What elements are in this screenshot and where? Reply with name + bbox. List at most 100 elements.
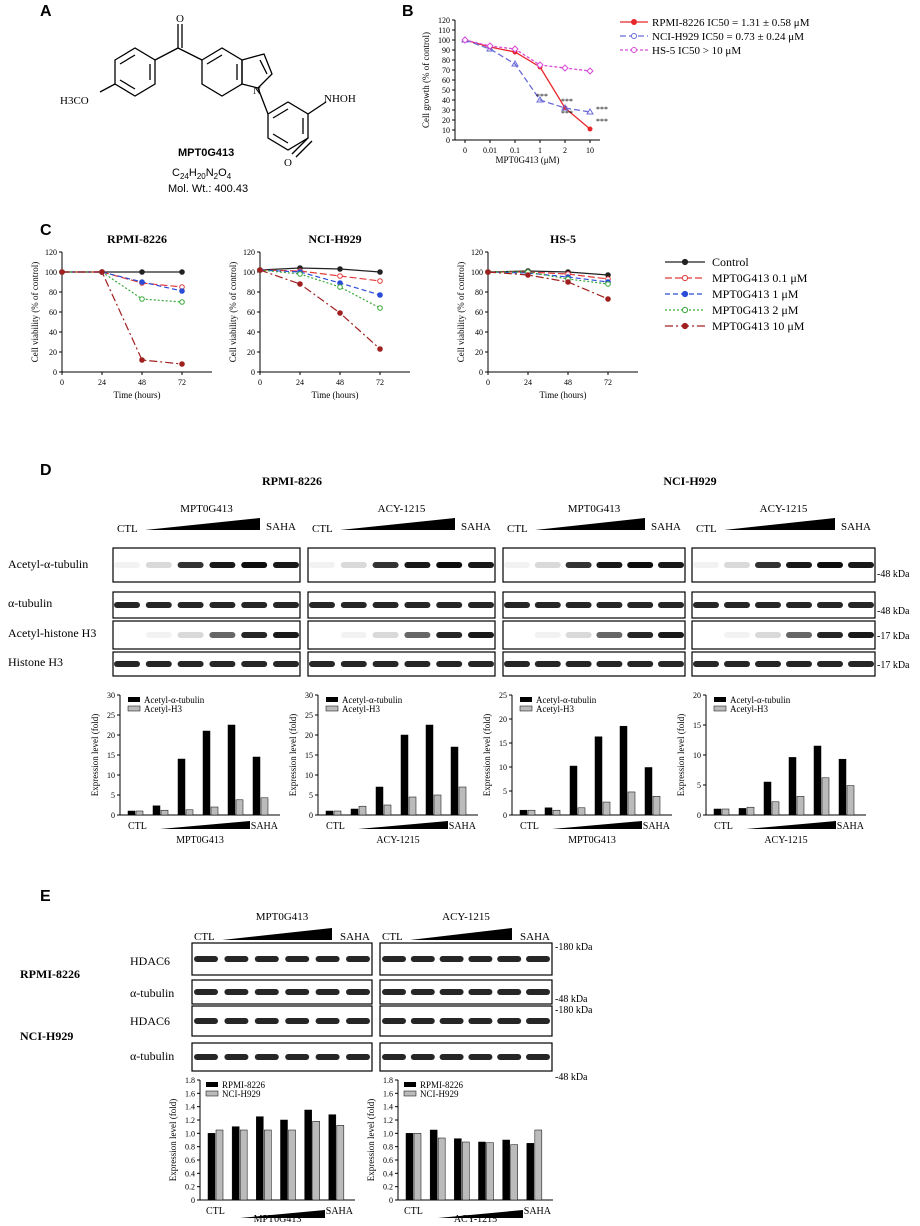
- d-kda-label: -17 kDa: [877, 660, 910, 671]
- d-blot-band: [504, 661, 530, 667]
- c-point: [179, 269, 185, 275]
- e-blot-band: [346, 989, 370, 995]
- d-bar: [425, 724, 434, 816]
- e-bar-legend-swatch: [205, 1090, 219, 1097]
- b-point: [561, 104, 569, 111]
- d-blot-band: [273, 562, 299, 568]
- d-blot-band: [596, 661, 623, 667]
- d-blot-band: [340, 661, 367, 667]
- e-bar-wedge: [240, 1210, 325, 1218]
- d-blot-frame: [502, 547, 686, 583]
- d-bar: [519, 809, 528, 816]
- d-blot-band: [658, 661, 684, 667]
- e-bar: [486, 1142, 494, 1201]
- d-blot-band: [755, 632, 781, 638]
- d-blot-band: [404, 602, 431, 608]
- d-blot-band: [436, 632, 463, 638]
- d-blot-band: [565, 602, 592, 608]
- c-xtick-label: 24: [296, 378, 304, 387]
- d-bar-ylabel: Expression level (fold): [90, 714, 100, 796]
- e-bar-ytick-label: 0: [389, 1196, 393, 1205]
- e-bar-xlabel: ACY-1215: [454, 1214, 497, 1225]
- c-legend-text: MPT0G413 10 μM: [712, 319, 805, 333]
- d-blot-band: [114, 562, 140, 568]
- d-bar: [458, 786, 467, 816]
- c-point: [179, 288, 185, 294]
- c-legend-marker: [681, 258, 689, 266]
- c-ytick-label: 0: [251, 368, 255, 377]
- d-row-label: α-tubulin: [8, 596, 52, 610]
- d-bar: [846, 785, 855, 816]
- d-row-label: Acetyl-histone H3: [8, 626, 96, 640]
- c-point: [377, 292, 383, 298]
- b-xtick-label: 2: [563, 146, 567, 155]
- e-bar-ytick-label: 0.4: [383, 1169, 393, 1178]
- e-blot-band: [315, 989, 340, 995]
- e-bar: [312, 1121, 320, 1201]
- e-blot-band: [497, 1054, 522, 1060]
- d-bar-saha: SAHA: [837, 821, 865, 832]
- c-ylabel: Cell viability (% of control): [30, 262, 40, 362]
- d-blot-band: [372, 562, 399, 568]
- d-blot-band: [177, 562, 204, 568]
- d-bar: [821, 777, 830, 816]
- e-bar-ytick-label: 0.2: [383, 1183, 393, 1192]
- e-blot-band: [285, 1054, 310, 1060]
- c-series-line: [62, 271, 183, 365]
- d-saha-label: SAHA: [651, 521, 681, 533]
- e-bar-saha: SAHA: [524, 1206, 552, 1217]
- d-bar-legend-text: Acetyl-H3: [144, 704, 182, 714]
- c-point: [337, 284, 343, 290]
- d-ctl-label: CTL: [696, 523, 717, 535]
- d-bar-legend-swatch: [713, 705, 727, 712]
- b-series-line: [464, 39, 591, 130]
- e-bar: [215, 1129, 224, 1201]
- b-point: [536, 61, 544, 69]
- c-ytick-label: 80: [475, 288, 483, 297]
- e-bar: [454, 1138, 462, 1201]
- e-blot-frame: [379, 979, 553, 1005]
- d-bar: [788, 757, 797, 816]
- c-chart-title: HS-5: [550, 232, 576, 246]
- panel-letter-a: A: [40, 3, 52, 20]
- d-bar: [771, 801, 780, 816]
- b-point: [486, 42, 494, 50]
- c-point: [605, 281, 611, 287]
- e-bar: [304, 1109, 312, 1201]
- b-ytick-label: 70: [442, 66, 450, 75]
- d-bar-ytick-label: 5: [309, 791, 313, 800]
- d-blot-band: [340, 602, 367, 608]
- d-bar: [652, 796, 661, 816]
- d-ctl-label: CTL: [117, 523, 138, 535]
- d-bar-ytick-label: 15: [499, 739, 507, 748]
- d-bar-saha: SAHA: [449, 821, 477, 832]
- d-bar: [358, 805, 367, 816]
- e-blot-frame: [379, 942, 553, 976]
- e-blot-frame: [191, 979, 373, 1005]
- e-blot-band: [315, 1054, 340, 1060]
- e-bar: [207, 1133, 216, 1201]
- e-bar-legend-swatch: [403, 1090, 417, 1097]
- d-blot-band: [404, 562, 431, 568]
- panel-letter-c: C: [40, 222, 52, 239]
- e-ctl-label: CTL: [194, 931, 215, 943]
- d-blot-band: [177, 632, 204, 638]
- d-bar: [400, 734, 409, 816]
- d-bar: [210, 806, 219, 816]
- e-blot-band: [315, 956, 340, 962]
- d-bar-ytick-label: 5: [503, 787, 507, 796]
- d-bar: [408, 796, 417, 816]
- b-series-line: [464, 39, 591, 113]
- d-bar-xlabel: MPT0G413: [176, 835, 224, 846]
- d-blot-band: [372, 602, 399, 608]
- e-bar-legend-text: NCI-H929: [222, 1089, 261, 1099]
- c-xtick-label: 72: [604, 378, 612, 387]
- b-point: [486, 45, 494, 52]
- d-bar-xlabel: ACY-1215: [764, 835, 807, 846]
- c-ytick-label: 20: [475, 348, 483, 357]
- d-blot-band: [436, 602, 463, 608]
- c-point: [337, 273, 343, 279]
- c-ytick-label: 120: [45, 248, 57, 257]
- d-bar: [127, 810, 136, 816]
- d-bar: [252, 756, 261, 816]
